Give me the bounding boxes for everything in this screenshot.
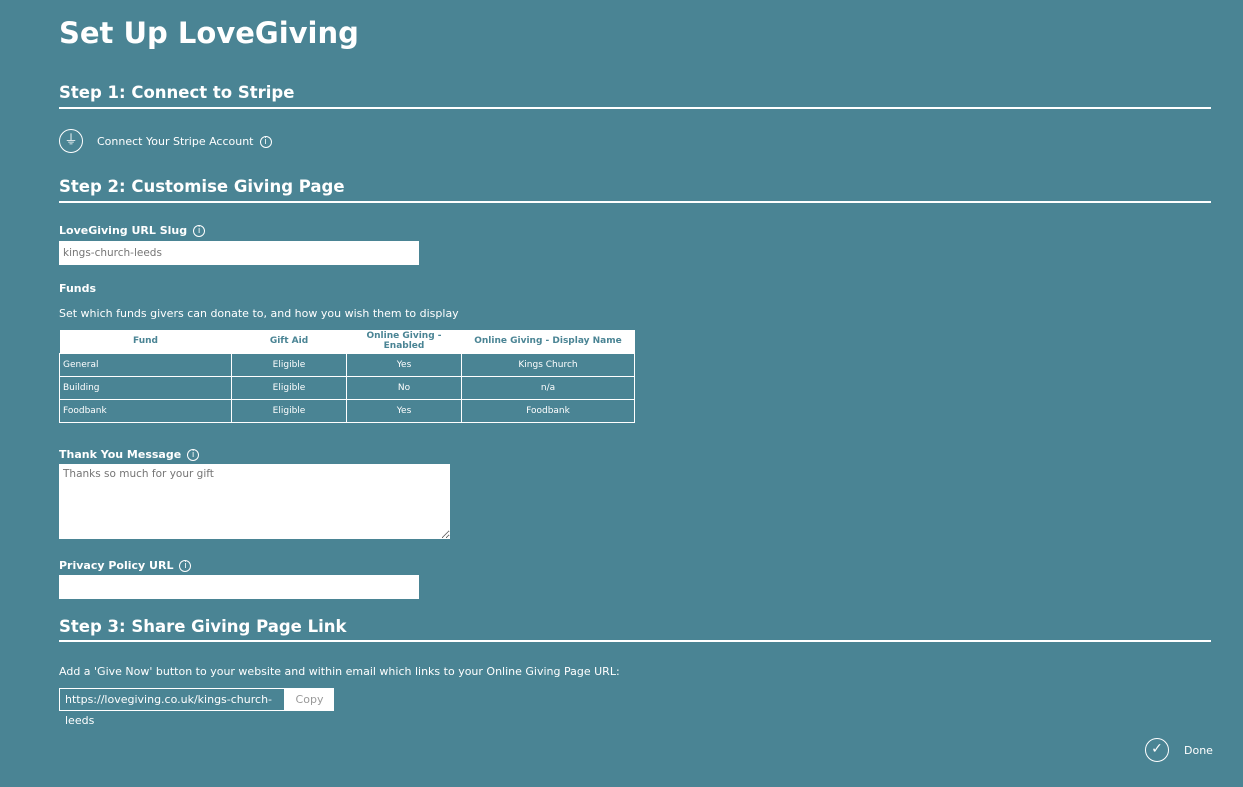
cell: Foodbank (461, 398, 635, 423)
connect-stripe-link[interactable]: Connect Your Stripe Account i (97, 135, 272, 148)
cell: General (59, 352, 232, 377)
cell: Yes (346, 352, 462, 377)
slug-input[interactable] (59, 241, 419, 265)
funds-description: Set which funds givers can donate to, an… (59, 307, 459, 320)
cell: n/a (461, 375, 635, 400)
cell: Kings Church (461, 352, 635, 377)
col-display-name: Online Giving - Display Name (461, 330, 635, 353)
col-enabled: Online Giving - Enabled (346, 330, 462, 353)
col-fund: Fund (59, 330, 232, 353)
privacy-label: Privacy Policy URL (59, 559, 174, 572)
slug-label: LoveGiving URL Slug (59, 224, 188, 237)
divider (59, 201, 1211, 203)
cell: Yes (346, 398, 462, 423)
cell: Eligible (231, 352, 347, 377)
cell: Foodbank (59, 398, 232, 423)
funds-table: Fund Gift Aid Online Giving - Enabled On… (59, 330, 635, 423)
giving-url-field[interactable]: https://lovegiving.co.uk/kings-church-le… (59, 688, 285, 727)
cell: Eligible (231, 398, 347, 423)
done-button[interactable]: Done (1184, 744, 1213, 757)
thanks-label-row: Thank You Message i (59, 448, 200, 461)
step1-heading: Step 1: Connect to Stripe (59, 83, 295, 102)
share-description: Add a 'Give Now' button to your website … (59, 665, 620, 678)
cell: Building (59, 375, 232, 400)
funds-label: Funds (59, 282, 97, 295)
connect-stripe-label: Connect Your Stripe Account (97, 135, 254, 148)
table-row[interactable]: General Eligible Yes Kings Church (59, 352, 635, 377)
info-icon[interactable]: i (179, 560, 192, 572)
privacy-url-input[interactable] (59, 575, 419, 599)
copy-button[interactable]: Copy (285, 688, 334, 711)
check-icon[interactable]: ✓ (1145, 738, 1169, 762)
info-icon[interactable]: i (259, 136, 272, 148)
slug-label-row: LoveGiving URL Slug i (59, 224, 206, 237)
thanks-label: Thank You Message (59, 448, 182, 461)
step3-heading: Step 3: Share Giving Page Link (59, 617, 347, 636)
info-icon[interactable]: i (193, 225, 206, 237)
divider (59, 107, 1211, 109)
thanks-textarea[interactable] (59, 464, 450, 539)
table-row[interactable]: Foodbank Eligible Yes Foodbank (59, 398, 635, 423)
col-gift-aid: Gift Aid (231, 330, 347, 353)
step2-heading: Step 2: Customise Giving Page (59, 177, 345, 196)
cell: No (346, 375, 462, 400)
table-row[interactable]: Building Eligible No n/a (59, 375, 635, 400)
plug-icon[interactable]: ⏚ (59, 129, 83, 153)
page-title: Set Up LoveGiving (59, 16, 359, 50)
divider (59, 640, 1211, 642)
info-icon[interactable]: i (187, 449, 200, 461)
privacy-label-row: Privacy Policy URL i (59, 559, 192, 572)
table-header-row: Fund Gift Aid Online Giving - Enabled On… (59, 330, 635, 353)
cell: Eligible (231, 375, 347, 400)
